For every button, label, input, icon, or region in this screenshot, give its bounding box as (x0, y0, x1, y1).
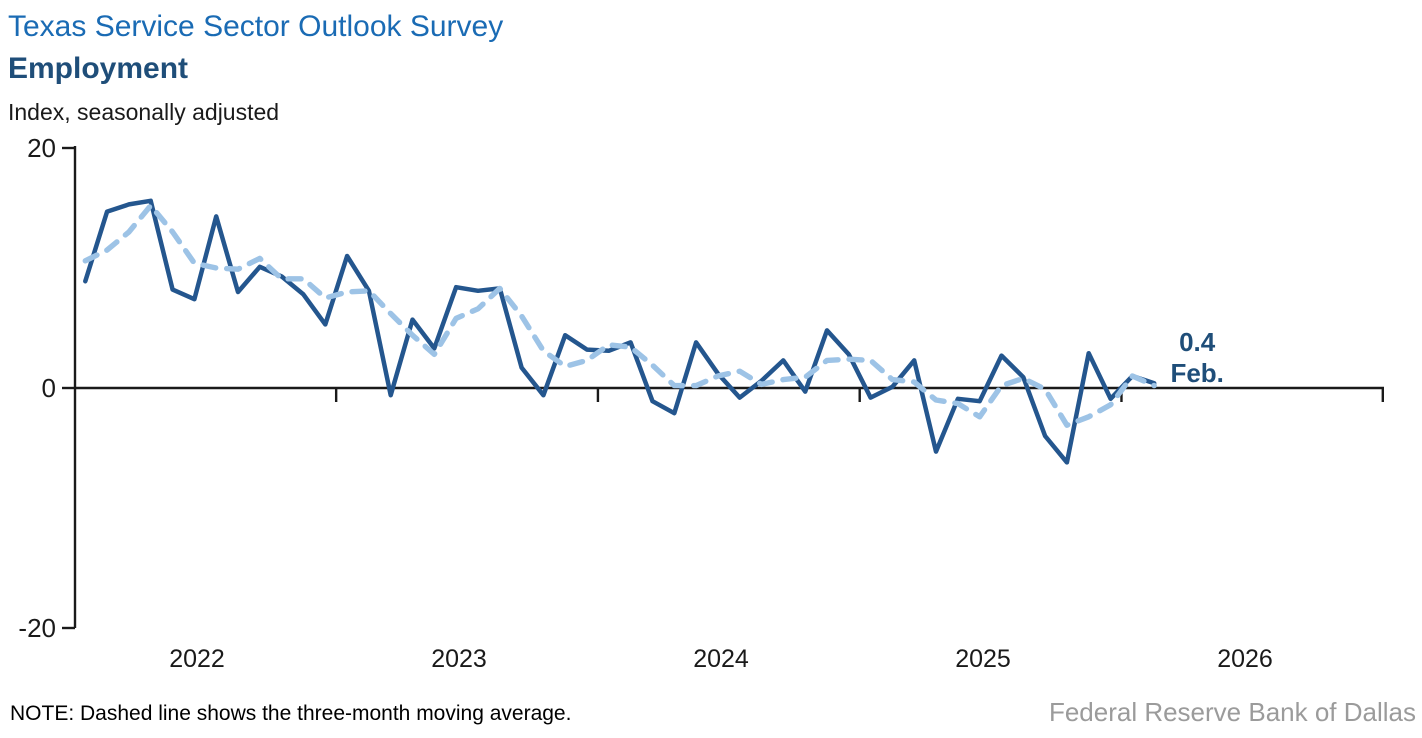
y-tick-label: -20 (18, 613, 56, 643)
y-tick-label: 20 (27, 133, 56, 163)
axis-units-label: Index, seasonally adjusted (8, 99, 280, 125)
source-label: Federal Reserve Bank of Dallas (1048, 697, 1416, 727)
series-line-dashed (82, 202, 1157, 428)
series-line-solid (83, 198, 1157, 465)
x-year-label: 2026 (1217, 645, 1273, 673)
x-year-label: 2024 (693, 645, 749, 673)
annotation-value: 0.4 (1179, 327, 1216, 357)
x-year-label: 2022 (169, 645, 225, 673)
footnote: NOTE: Dashed line shows the three-month … (10, 702, 572, 725)
annotation-month: Feb. (1170, 358, 1223, 388)
x-year-label: 2025 (955, 645, 1011, 673)
chart-subtitle: Employment (8, 52, 189, 85)
chart-title: Texas Service Sector Outlook Survey (8, 10, 504, 43)
y-tick-label: 0 (42, 373, 56, 403)
x-year-label: 2023 (431, 645, 487, 673)
